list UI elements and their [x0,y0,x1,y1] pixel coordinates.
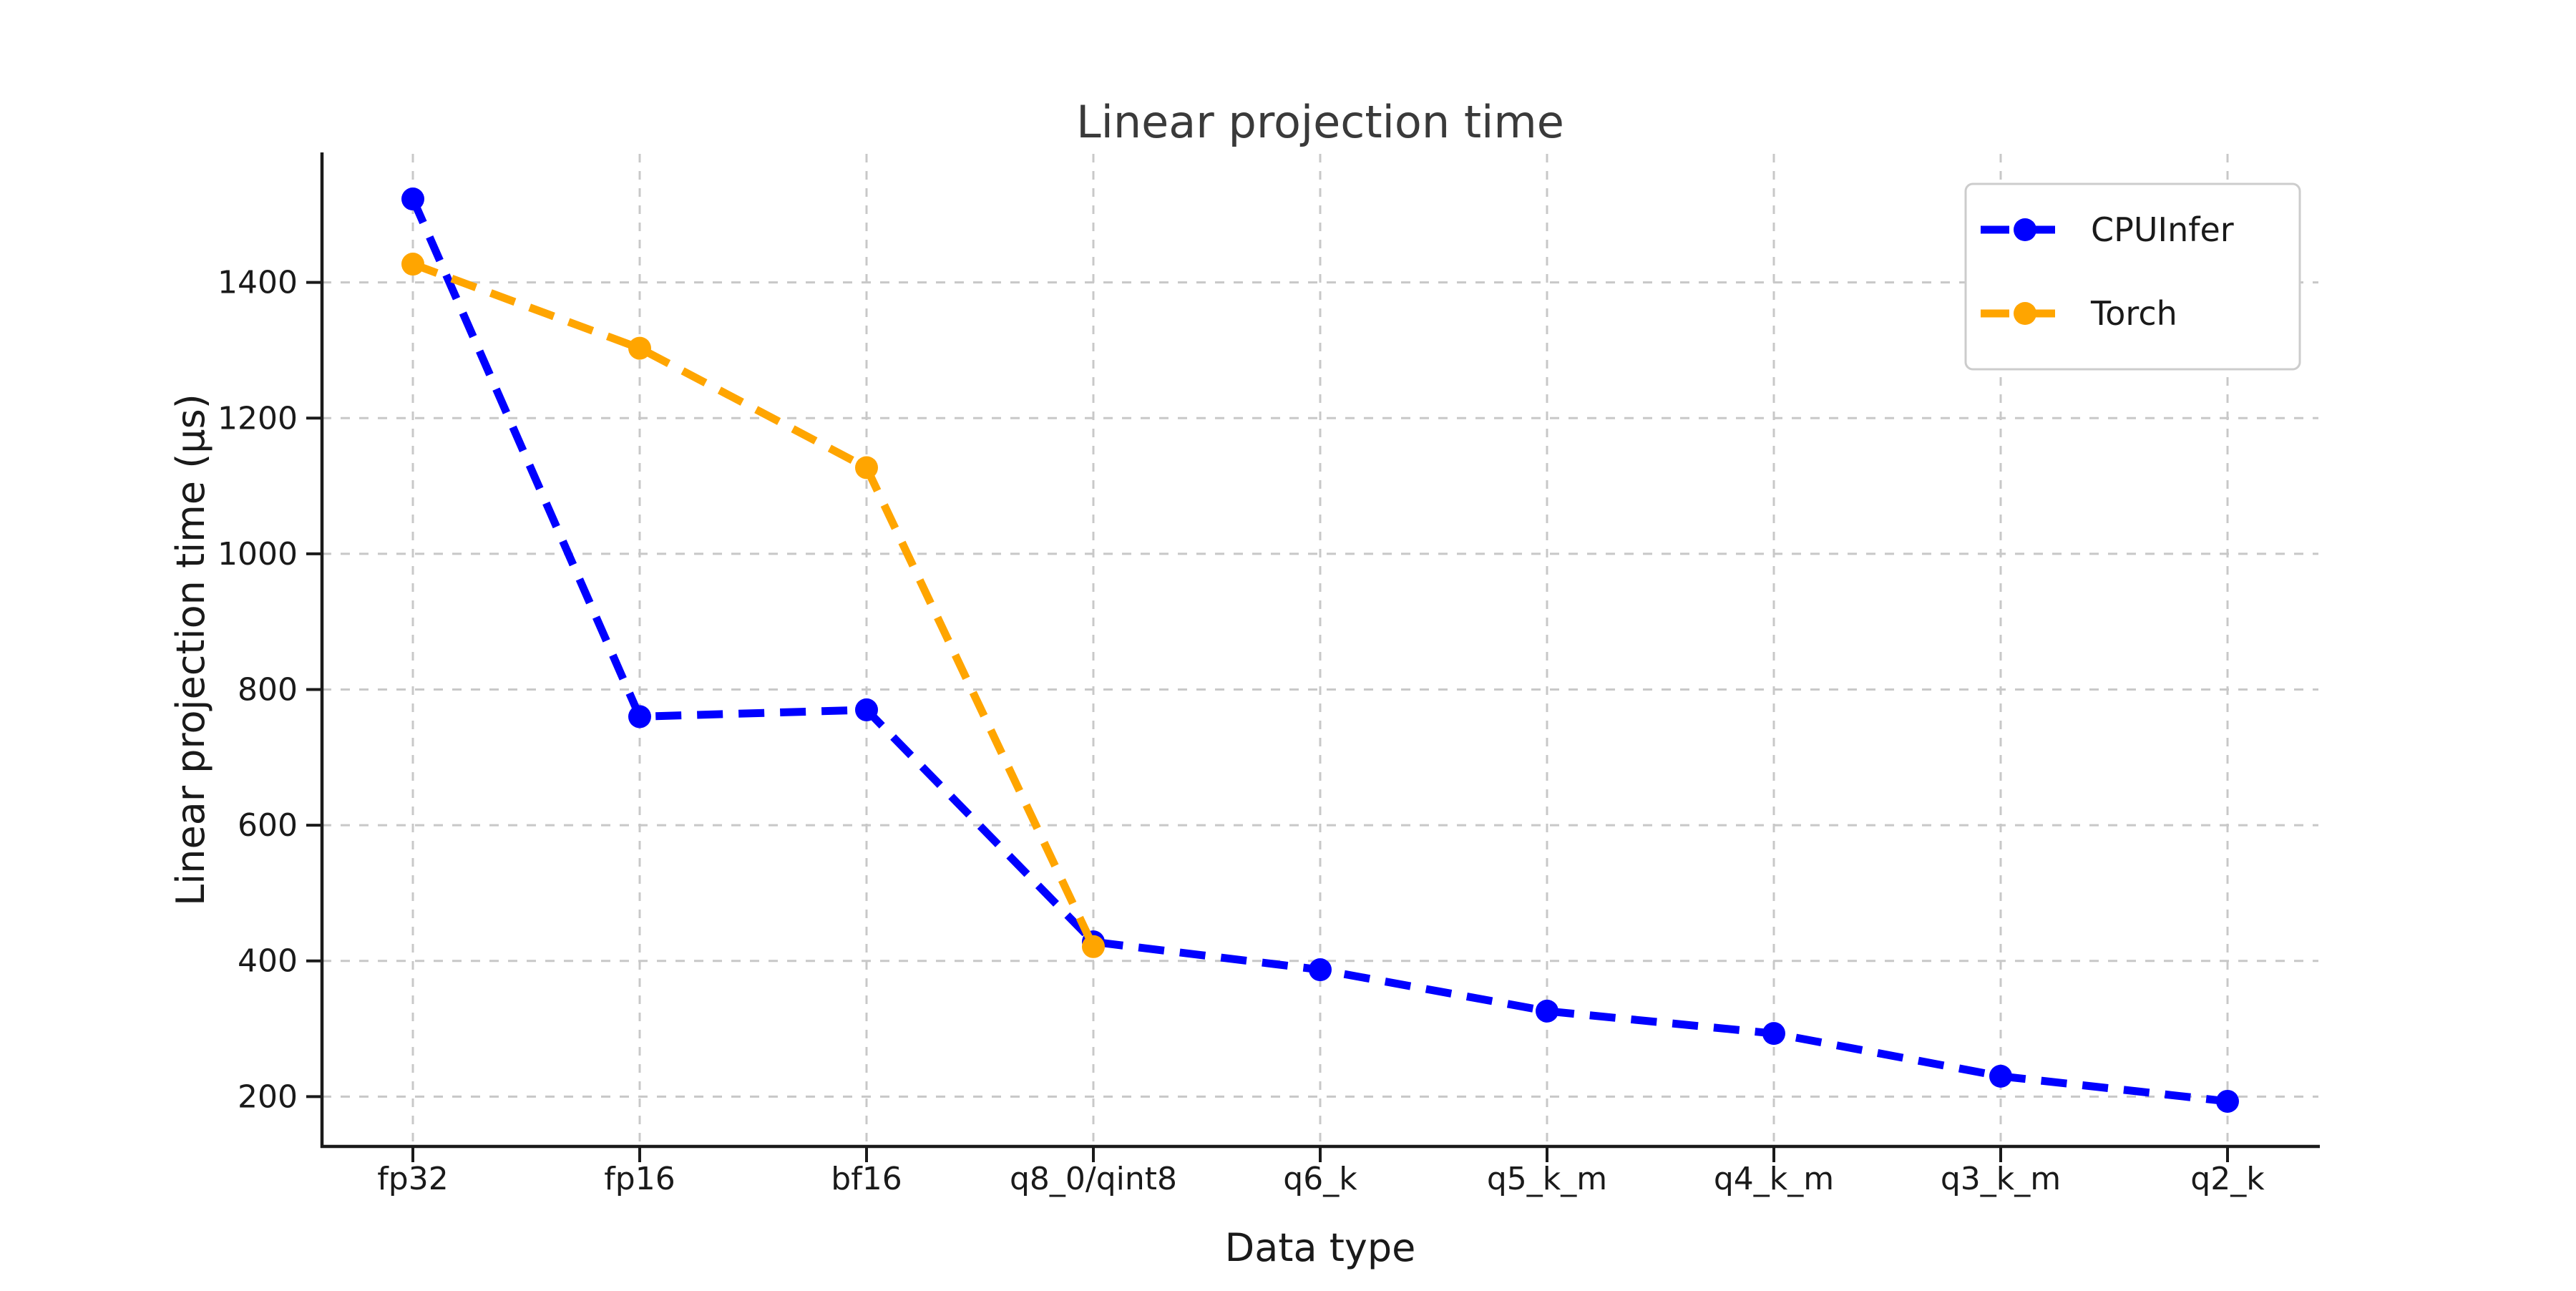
data-point-cpuinfer-q4_k_m [1762,1022,1785,1046]
data-point-cpuinfer-fp32 [401,187,424,211]
legend-label-torch: Torch [2090,294,2177,333]
y-tick-label: 1000 [218,536,298,573]
legend-marker [2014,302,2036,325]
x-tick-label: fp32 [377,1161,448,1197]
y-tick-label: 200 [238,1078,298,1115]
y-tick-label: 400 [238,943,298,980]
data-point-cpuinfer-q5_k_m [1536,999,1558,1023]
data-point-cpuinfer-fp16 [628,705,651,729]
data-point-torch-q8_0/qint8 [1082,935,1105,958]
x-tick-label: q8_0/qint8 [1010,1161,1177,1197]
legend-label-cpuinfer: CPUInfer [2091,210,2234,249]
data-point-cpuinfer-q6_k [1309,958,1332,982]
x-tick-label: bf16 [831,1161,902,1197]
y-axis-label: Linear projection time (μs) [168,394,213,906]
series-line-torch [411,260,1097,949]
chart-title: Linear projection time [1076,96,1564,148]
y-tick-label: 1400 [218,265,298,301]
x-axis-label: Data type [1225,1225,1416,1270]
data-point-torch-fp16 [628,336,651,360]
data-point-cpuinfer-q2_k [2216,1089,2239,1113]
data-point-cpuinfer-bf16 [855,698,878,721]
data-point-torch-bf16 [855,456,878,479]
x-tick-label: q2_k [2190,1161,2265,1197]
data-point-cpuinfer-q3_k_m [1989,1064,2012,1088]
legend: CPUInfer Torch [1964,182,2301,371]
series-layer [401,187,2239,1113]
x-tick-label: q5_k_m [1487,1161,1607,1197]
x-tick-label: q3_k_m [1941,1161,2061,1197]
y-tick-label: 600 [238,807,298,844]
y-tick-label: 800 [238,671,298,708]
x-tick-label: q4_k_m [1714,1161,1834,1197]
axis-layer: 200 400 600 800 1000 1200 1400 fp32 fp16 bf16 q8_0… [218,152,2320,1197]
legend-marker [2014,218,2036,241]
x-tick-label: fp16 [604,1161,675,1197]
data-point-torch-fp32 [401,253,424,276]
x-tick-label: q6_k [1283,1161,1357,1197]
y-tick-label: 1200 [218,400,298,437]
